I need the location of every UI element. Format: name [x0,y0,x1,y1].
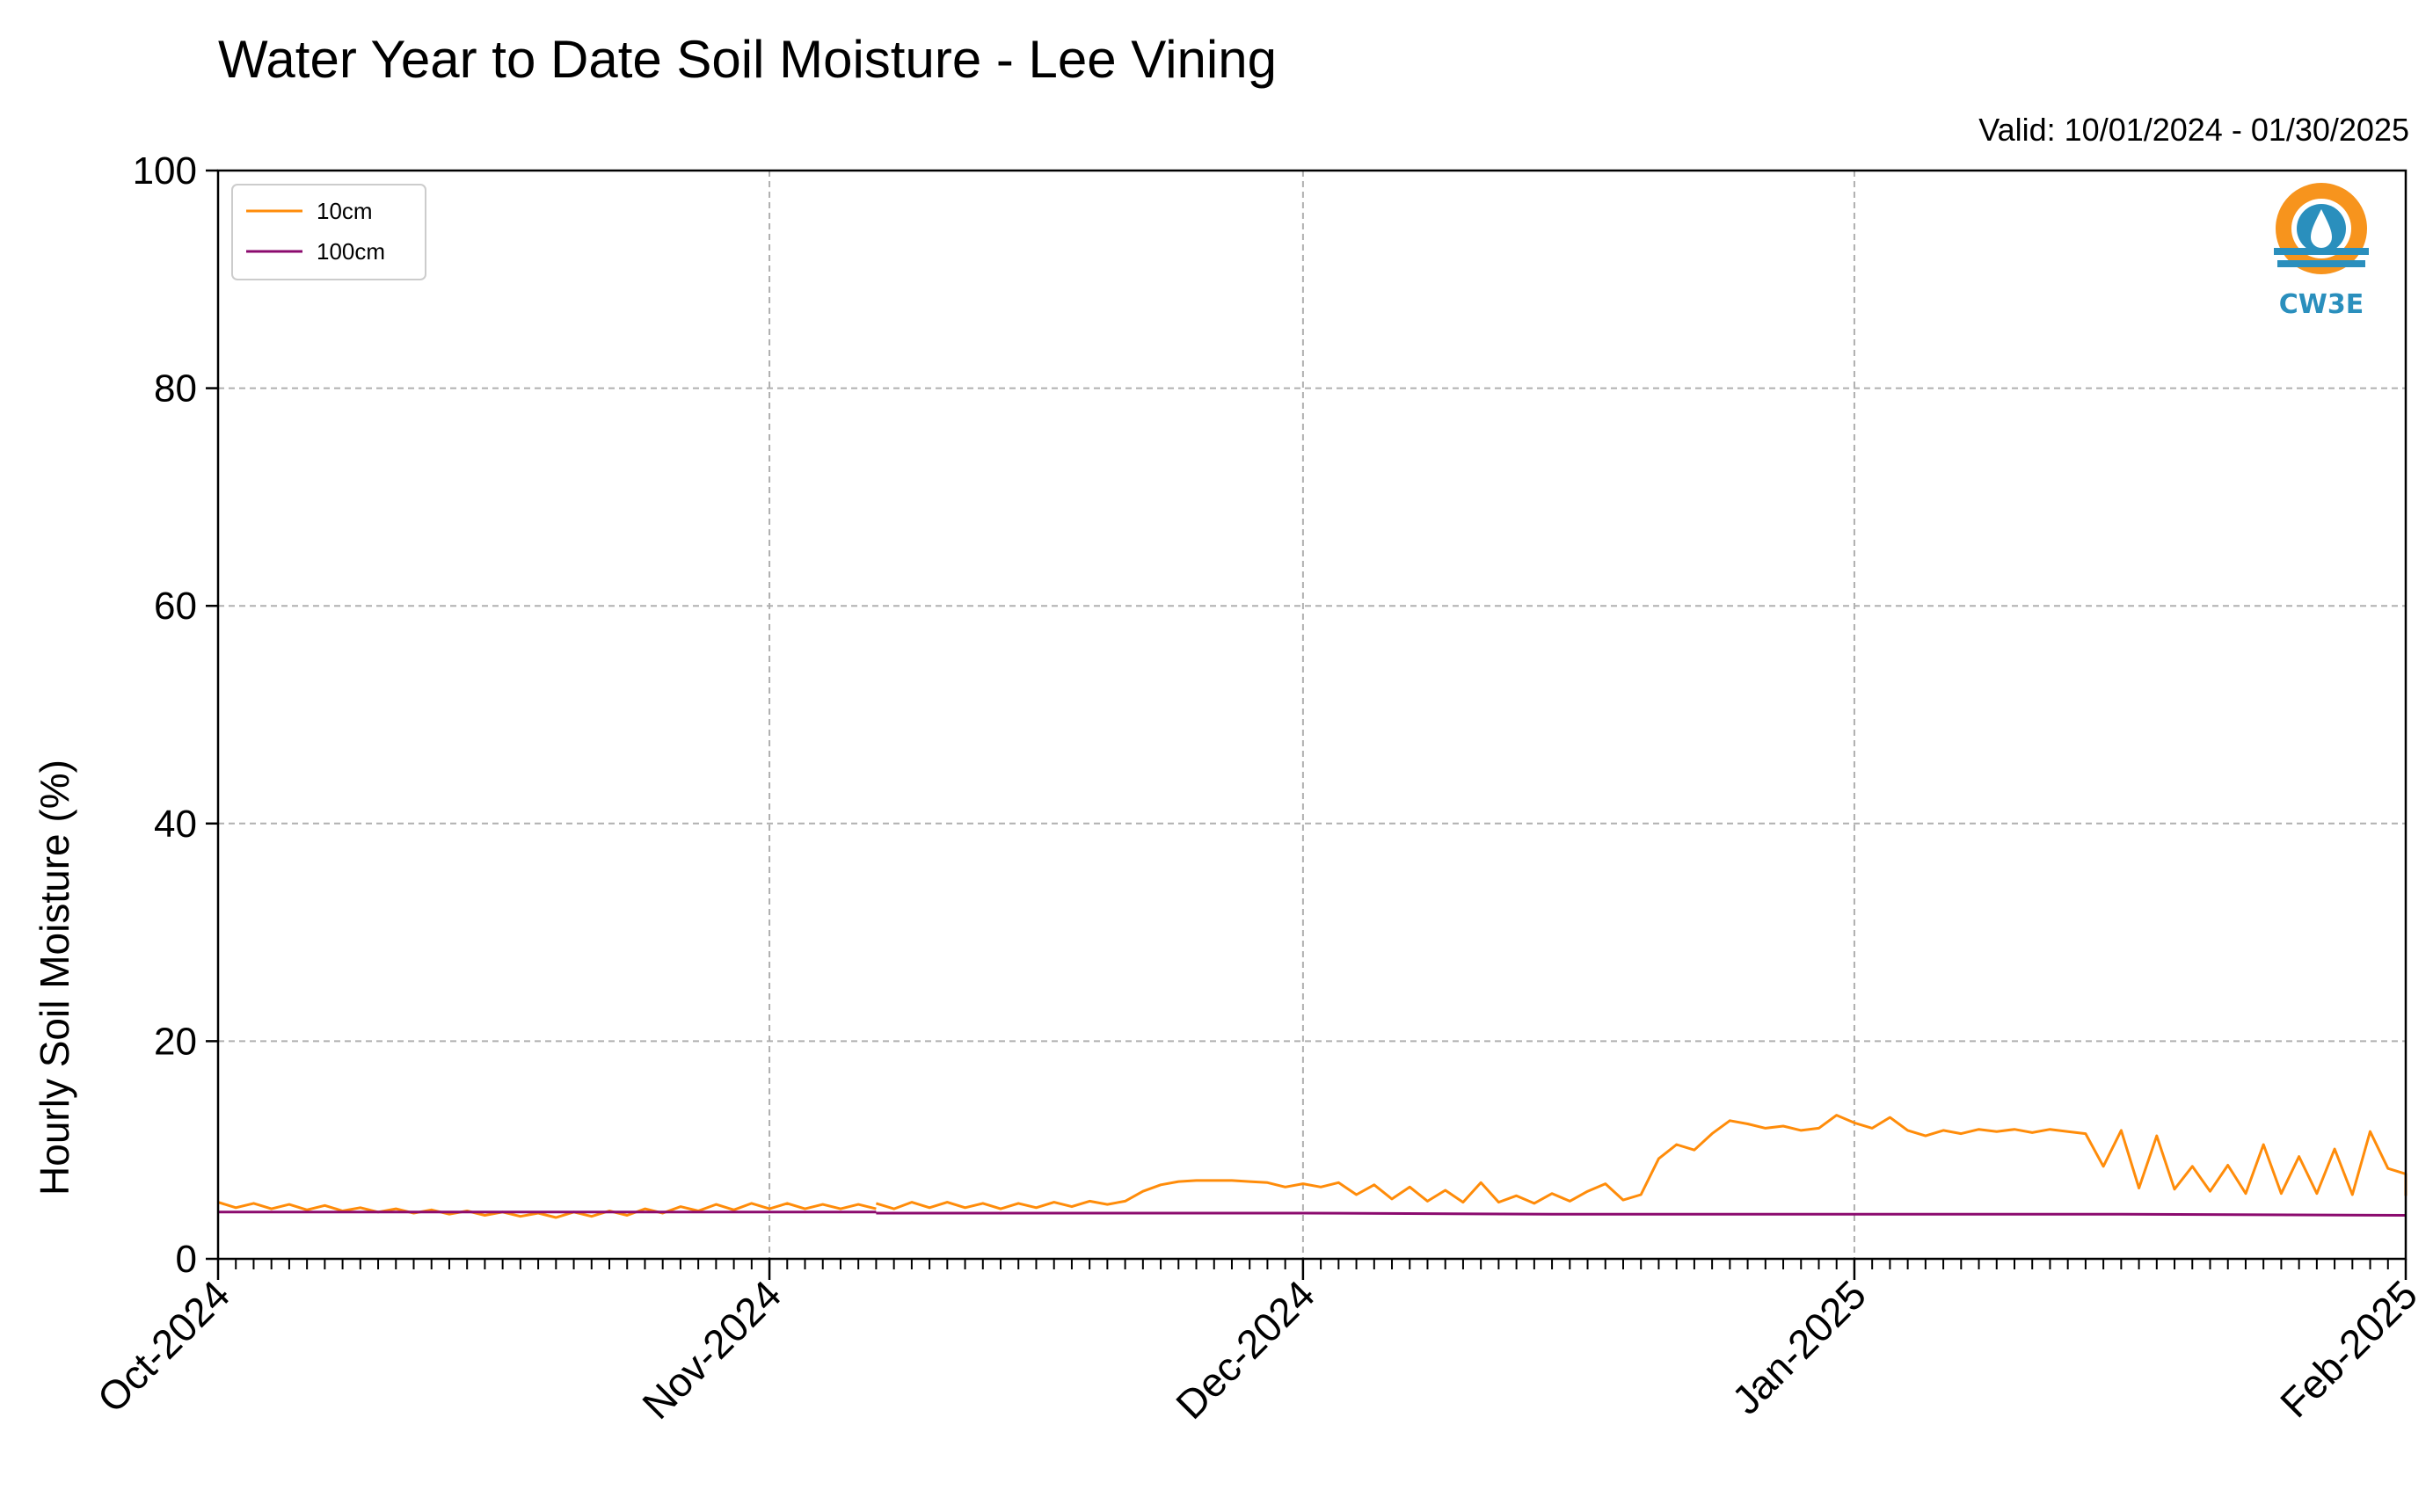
logo-wave-icon [2274,248,2369,255]
x-tick-label: Oct-2024 [89,1271,239,1421]
legend: 10cm 100cm [231,184,426,280]
y-tick-label: 80 [154,367,197,411]
plot-frame [216,169,2408,1261]
series-line-10cm [217,1114,2408,1219]
cw3e-logo: CW3E [2274,183,2369,320]
x-tick-label: Jan-2025 [1723,1271,1875,1422]
logo-wave-icon [2277,260,2365,267]
x-tick-label: Nov-2024 [633,1271,790,1428]
axes: 0 20 40 60 80 100 Oct-2024 Nov-2024 Dec-2024 Jan-… [89,149,2427,1428]
legend-label: 10cm [317,198,373,224]
series-line-100cm [218,1210,2407,1217]
y-tick-label: 40 [154,803,197,846]
y-axis-label: Hourly Soil Moisture (%) [32,760,77,1196]
grid-lines [217,170,2407,1260]
logo-text: CW3E [2279,289,2364,320]
legend-label: 100cm [317,238,385,265]
x-tick-label: Dec-2024 [1167,1271,1323,1428]
legend-box [231,184,426,280]
y-tick-label: 60 [154,585,197,628]
chart-title: Water Year to Date Soil Moisture - Lee V… [218,30,1277,89]
logo-drop-icon [2311,209,2332,248]
valid-date-range: Valid: 10/01/2024 - 01/30/2025 [1978,112,2409,148]
y-tick-label: 100 [133,149,197,193]
x-tick-label: Feb-2025 [2271,1271,2426,1426]
y-tick-label: 0 [176,1238,197,1281]
y-tick-label: 20 [154,1020,197,1063]
series-lines [217,1114,2408,1219]
